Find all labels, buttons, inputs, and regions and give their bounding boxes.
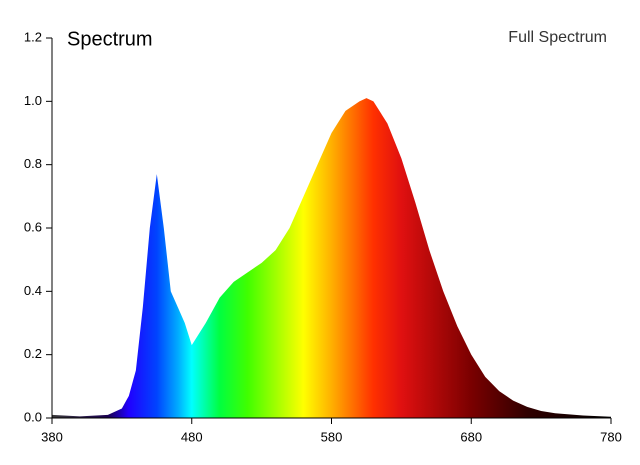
y-tick-label: 0.2 bbox=[24, 346, 42, 361]
y-tick-label: 0.8 bbox=[24, 156, 42, 171]
x-tick-label: 480 bbox=[181, 429, 203, 444]
spectrum-area bbox=[52, 98, 611, 419]
annotation: Full Spectrum bbox=[508, 29, 607, 46]
x-tick-label: 680 bbox=[460, 429, 482, 444]
y-tick-label: 0.0 bbox=[24, 409, 42, 424]
y-tick-label: 0.4 bbox=[24, 283, 42, 298]
y-tick-label: 0.6 bbox=[24, 219, 42, 234]
y-tick-label: 1.0 bbox=[24, 93, 42, 108]
chart-title: Spectrum bbox=[67, 28, 153, 50]
plot-area bbox=[52, 98, 611, 419]
y-tick-label: 1.2 bbox=[24, 29, 42, 44]
x-tick-label: 780 bbox=[600, 429, 622, 444]
x-tick-label: 380 bbox=[41, 429, 63, 444]
x-tick-label: 580 bbox=[321, 429, 343, 444]
